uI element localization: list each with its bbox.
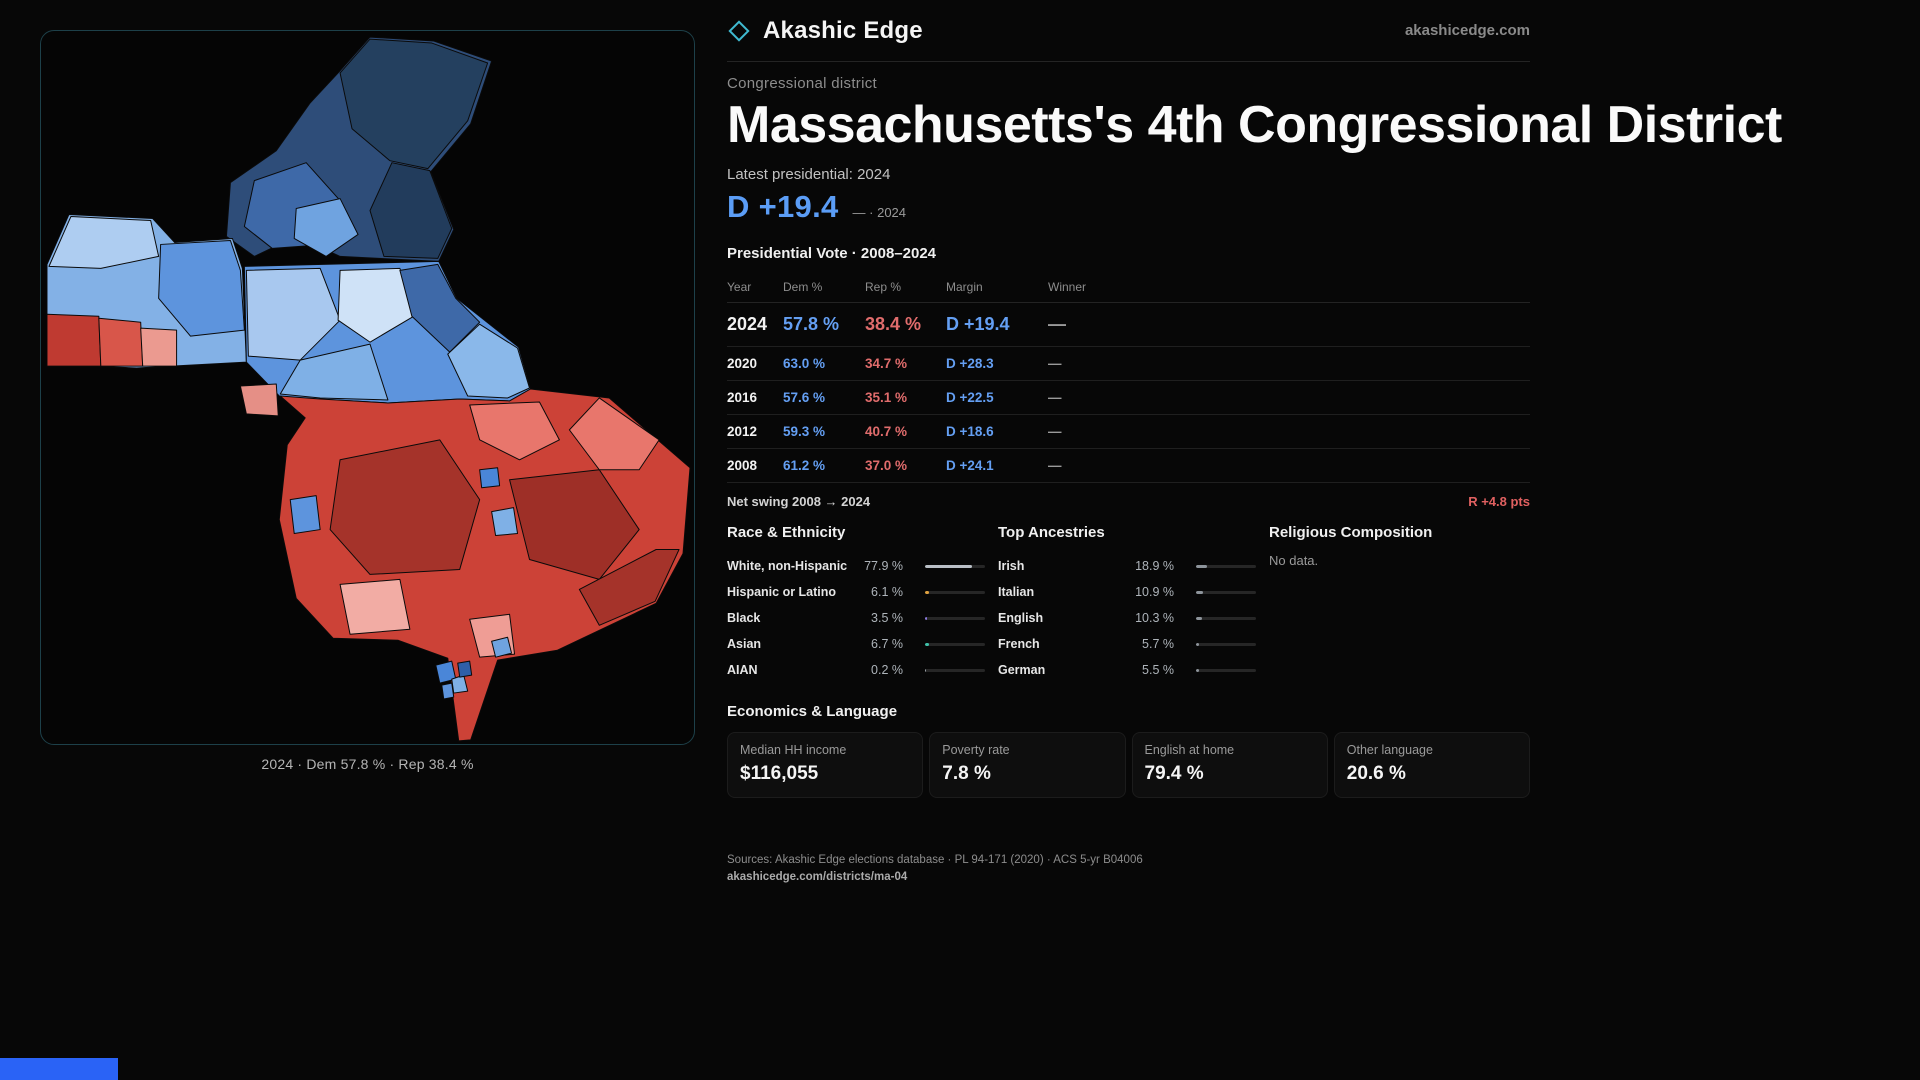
list-item: Irish 18.9 % — [998, 553, 1256, 579]
latest-presidential-label: Latest presidential: 2024 — [727, 166, 891, 184]
race-title: Race & Ethnicity — [727, 524, 846, 542]
table-row: 2016 57.6 % 35.1 % D +22.5 — — [727, 381, 1530, 416]
list-item: Asian 6.7 % — [727, 631, 985, 657]
district-map-panel — [40, 30, 695, 745]
religion-empty-state: No data. — [1269, 553, 1319, 569]
list-item: English 10.3 % — [998, 605, 1256, 631]
vote-table: Year Dem % Rep % Margin Winner 2024 57.8… — [727, 274, 1530, 484]
stat-bar — [1196, 642, 1256, 646]
list-item: Black 3.5 % — [727, 605, 985, 631]
economics-stats: Median HH income $116,055 Poverty rate 7… — [727, 732, 1530, 799]
ancestries-title: Top Ancestries — [998, 524, 1105, 542]
stat-bar — [1196, 590, 1256, 594]
brand-link[interactable]: Akashic Edge — [727, 17, 923, 45]
list-item: White, non-Hispanic 77.9 % — [727, 553, 985, 579]
race-ethnicity-column: Race & Ethnicity White, non-Hispanic 77.… — [727, 524, 985, 683]
stat-card-poverty-rate: Poverty rate 7.8 % — [929, 732, 1126, 799]
diamond-logo-icon — [728, 19, 750, 42]
list-item: French 5.7 % — [998, 631, 1256, 657]
stat-bar — [925, 642, 985, 646]
col-margin: Margin — [946, 280, 983, 295]
stat-card-english-at-home: English at home 79.4 % — [1131, 732, 1328, 799]
table-row: 2024 57.8 % 38.4 % D +19.4 — — [727, 303, 1530, 348]
net-swing-label: Net swing 2008 → 2024 — [727, 494, 871, 510]
religion-title: Religious Composition — [1269, 524, 1433, 542]
district-report: Akashic Edge akashicedge.com Congression… — [727, 0, 1920, 1080]
stat-bar — [1196, 564, 1256, 568]
stat-bar — [925, 616, 985, 620]
stat-bar — [925, 564, 985, 568]
net-swing-value: R +4.8 pts — [1468, 494, 1530, 510]
economics-title: Economics & Language — [727, 703, 898, 721]
col-rep: Rep % — [865, 280, 902, 295]
headline-margin-note: — · 2024 — [852, 205, 907, 221]
stat-card-other-language: Other language 20.6 % — [1333, 732, 1530, 799]
kicker-label: Congressional district — [727, 75, 877, 92]
list-item: Hispanic or Latino 6.1 % — [727, 579, 985, 605]
list-item: German 5.5 % — [998, 657, 1256, 683]
religion-column: Religious Composition No data. — [1269, 524, 1530, 683]
list-item: AIAN 0.2 % — [727, 657, 985, 683]
stat-card-median-income: Median HH income $116,055 — [727, 732, 924, 799]
district-map — [46, 36, 691, 742]
sources-line: Sources: Akashic Edge elections database… — [727, 854, 1143, 867]
stat-bar — [1196, 616, 1256, 620]
headline-margin-value: D +19.4 — [727, 189, 839, 225]
table-row: 2012 59.3 % 40.7 % D +18.6 — — [727, 415, 1530, 450]
table-row: 2008 61.2 % 37.0 % D +24.1 — — [727, 449, 1530, 484]
list-item: Italian 10.9 % — [998, 579, 1256, 605]
stat-bar — [925, 590, 985, 594]
vote-table-title: Presidential Vote · 2008–2024 — [727, 245, 937, 263]
brand-name: Akashic Edge — [763, 16, 923, 44]
col-winner: Winner — [1048, 280, 1087, 295]
ancestries-column: Top Ancestries Irish 18.9 % Italian 10.9… — [998, 524, 1256, 683]
site-domain-link[interactable]: akashicedge.com — [1404, 22, 1530, 39]
col-dem: Dem % — [783, 280, 823, 295]
bottom-left-accent-bar — [0, 1058, 118, 1080]
table-row: 2020 63.0 % 34.7 % D +28.3 — — [727, 347, 1530, 382]
col-year: Year — [727, 280, 752, 295]
district-permalink[interactable]: akashicedge.com/districts/ma-04 — [727, 871, 908, 884]
stat-bar — [1196, 668, 1256, 672]
header: Akashic Edge akashicedge.com — [727, 0, 1530, 62]
vote-table-header: Year Dem % Rep % Margin Winner — [727, 274, 1530, 304]
headline-margin-row: D +19.4 — · 2024 — [727, 189, 1920, 225]
stat-bar — [925, 668, 985, 672]
page-title: Massachusetts's 4th Congressional Distri… — [727, 96, 1782, 154]
net-swing-row: Net swing 2008 → 2024 R +4.8 pts — [727, 494, 1530, 509]
sources-block: Sources: Akashic Edge elections database… — [727, 854, 1920, 883]
demographics-section: Race & Ethnicity White, non-Hispanic 77.… — [727, 524, 1530, 683]
map-caption: 2024 · Dem 57.8 % · Rep 38.4 % — [261, 756, 474, 772]
